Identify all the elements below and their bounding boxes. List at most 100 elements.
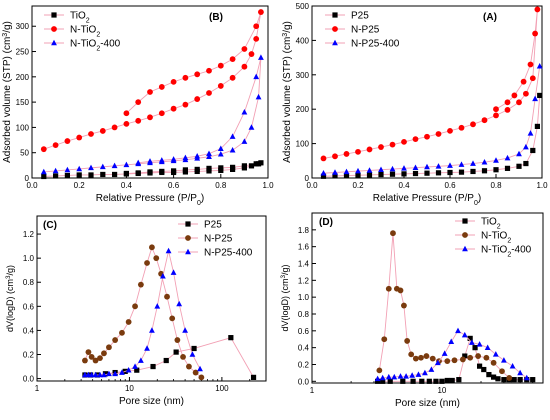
data-point bbox=[40, 168, 47, 175]
data-point bbox=[320, 173, 327, 179]
data-point bbox=[412, 170, 419, 177]
data-point bbox=[527, 130, 534, 136]
data-point bbox=[182, 327, 189, 333]
data-point bbox=[228, 335, 234, 341]
data-point bbox=[149, 327, 155, 333]
y-tick-label: 0 bbox=[25, 174, 30, 183]
data-point bbox=[158, 110, 165, 117]
data-point bbox=[401, 138, 407, 145]
data-point bbox=[332, 173, 338, 179]
data-point bbox=[385, 285, 392, 292]
data-point bbox=[194, 96, 201, 102]
data-point bbox=[229, 74, 236, 81]
data-point bbox=[423, 353, 430, 359]
legend-label: N-P25 bbox=[204, 234, 233, 245]
data-point bbox=[429, 355, 436, 362]
y-tick-label: 100 bbox=[16, 123, 30, 132]
data-point bbox=[173, 349, 179, 355]
data-point bbox=[192, 369, 199, 376]
x-tick-label: 1 bbox=[35, 384, 40, 393]
data-point bbox=[343, 168, 350, 175]
x-tick-label: 0.0 bbox=[306, 181, 318, 190]
data-point bbox=[163, 357, 169, 364]
data-point bbox=[64, 166, 71, 173]
legend-label: TiO2 bbox=[70, 11, 90, 25]
data-point bbox=[490, 359, 497, 366]
data-point bbox=[435, 163, 442, 169]
x-tick-label: 10 bbox=[437, 386, 446, 395]
x-tick-label: 0.6 bbox=[444, 181, 456, 190]
legend-label: TiO2 bbox=[481, 217, 501, 231]
data-point bbox=[123, 161, 130, 168]
data-point bbox=[537, 92, 543, 99]
data-point bbox=[258, 54, 264, 60]
data-point bbox=[253, 161, 259, 167]
data-point bbox=[106, 344, 112, 351]
data-point bbox=[92, 357, 99, 364]
x-axis-label: Pore size (nm) bbox=[395, 398, 460, 409]
legend-marker bbox=[332, 12, 338, 18]
data-point bbox=[397, 287, 404, 294]
data-point bbox=[504, 99, 511, 106]
data-point bbox=[217, 62, 224, 69]
data-point bbox=[250, 374, 257, 380]
y-tick-label: 100 bbox=[296, 140, 310, 149]
legend-marker bbox=[185, 235, 191, 241]
data-point bbox=[97, 355, 103, 362]
data-point bbox=[409, 372, 416, 378]
y-tick-label: 200 bbox=[296, 105, 310, 114]
data-point bbox=[137, 357, 144, 363]
x-tick-label: 1.0 bbox=[262, 181, 274, 190]
data-point bbox=[467, 354, 474, 361]
data-point bbox=[144, 345, 150, 351]
data-point bbox=[119, 369, 125, 375]
data-point bbox=[459, 356, 466, 363]
series-1 bbox=[82, 244, 205, 381]
data-point bbox=[320, 155, 327, 162]
data-point bbox=[467, 335, 473, 341]
legend-label: P25 bbox=[204, 220, 222, 231]
y-axis-label: dV(logD) (cm3/g) bbox=[280, 264, 291, 331]
y-tick-label: 0.0 bbox=[23, 375, 35, 384]
data-point bbox=[258, 9, 264, 15]
data-point bbox=[523, 160, 529, 167]
data-point bbox=[123, 110, 130, 117]
data-point bbox=[408, 351, 415, 358]
data-point bbox=[484, 344, 491, 350]
data-point bbox=[112, 171, 118, 178]
series-line bbox=[84, 337, 254, 378]
data-point bbox=[378, 166, 384, 173]
data-point bbox=[241, 46, 248, 52]
data-point bbox=[111, 124, 118, 131]
data-point bbox=[481, 168, 488, 174]
data-point bbox=[241, 63, 248, 70]
data-point bbox=[516, 99, 522, 106]
data-point bbox=[248, 124, 255, 130]
data-point bbox=[495, 376, 501, 382]
data-point bbox=[85, 349, 92, 355]
data-point bbox=[401, 302, 407, 309]
data-point bbox=[375, 378, 381, 384]
data-point bbox=[390, 230, 396, 237]
legend-marker bbox=[185, 248, 191, 255]
data-point bbox=[355, 172, 361, 178]
data-point bbox=[206, 67, 212, 74]
x-axis-label: Relative Pressure (P/P0) bbox=[373, 193, 481, 207]
data-point bbox=[516, 150, 522, 157]
data-point bbox=[389, 165, 396, 172]
data-point bbox=[52, 142, 59, 149]
data-point bbox=[426, 378, 432, 384]
y-tick-label: 0 bbox=[305, 174, 310, 183]
series-line bbox=[323, 66, 541, 174]
y-tick-label: 0.2 bbox=[298, 360, 310, 369]
data-point bbox=[530, 147, 536, 154]
data-point bbox=[253, 23, 260, 30]
data-point bbox=[253, 35, 260, 42]
data-point bbox=[472, 345, 478, 351]
y-tick-label: 150 bbox=[16, 98, 30, 107]
legend-marker bbox=[332, 26, 338, 32]
data-point bbox=[447, 127, 453, 134]
y-tick-label: 200 bbox=[16, 73, 30, 82]
data-point bbox=[332, 153, 338, 160]
y-tick-label: 50 bbox=[20, 149, 29, 158]
